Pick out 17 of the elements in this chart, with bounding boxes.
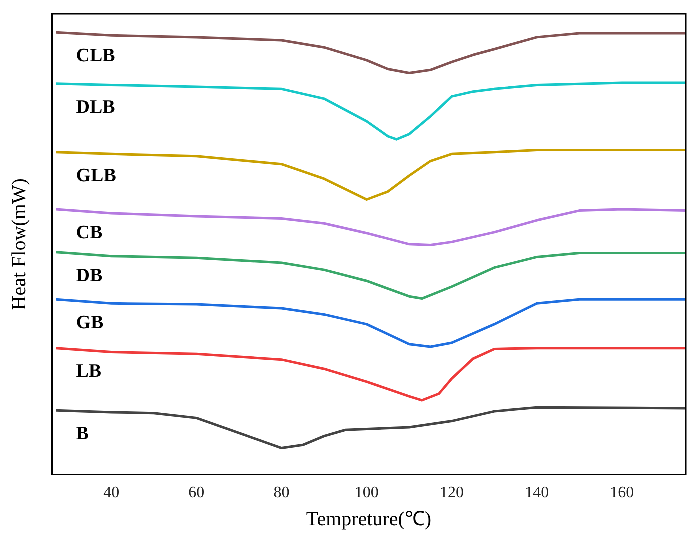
series-label: DLB [76,96,116,118]
series-label: LB [76,361,102,382]
x-tick-label: 80 [274,484,290,502]
x-axis-title: Tempreture(℃) [306,508,432,530]
x-tick-label: 140 [525,484,550,502]
series-label: B [76,424,90,445]
x-tick-label: 40 [104,484,120,502]
series-label: DB [76,265,103,286]
x-tick-label: 160 [610,484,634,502]
series-label: GLB [76,165,117,186]
x-tick-label: 120 [440,484,464,502]
series-label: CB [76,222,103,244]
y-axis-title: Heat Flow(mW) [8,178,30,310]
x-tick-label: 60 [188,484,205,502]
x-tick-label: 100 [354,484,379,502]
series-label: GB [76,312,104,334]
series-label: CLB [76,45,116,66]
